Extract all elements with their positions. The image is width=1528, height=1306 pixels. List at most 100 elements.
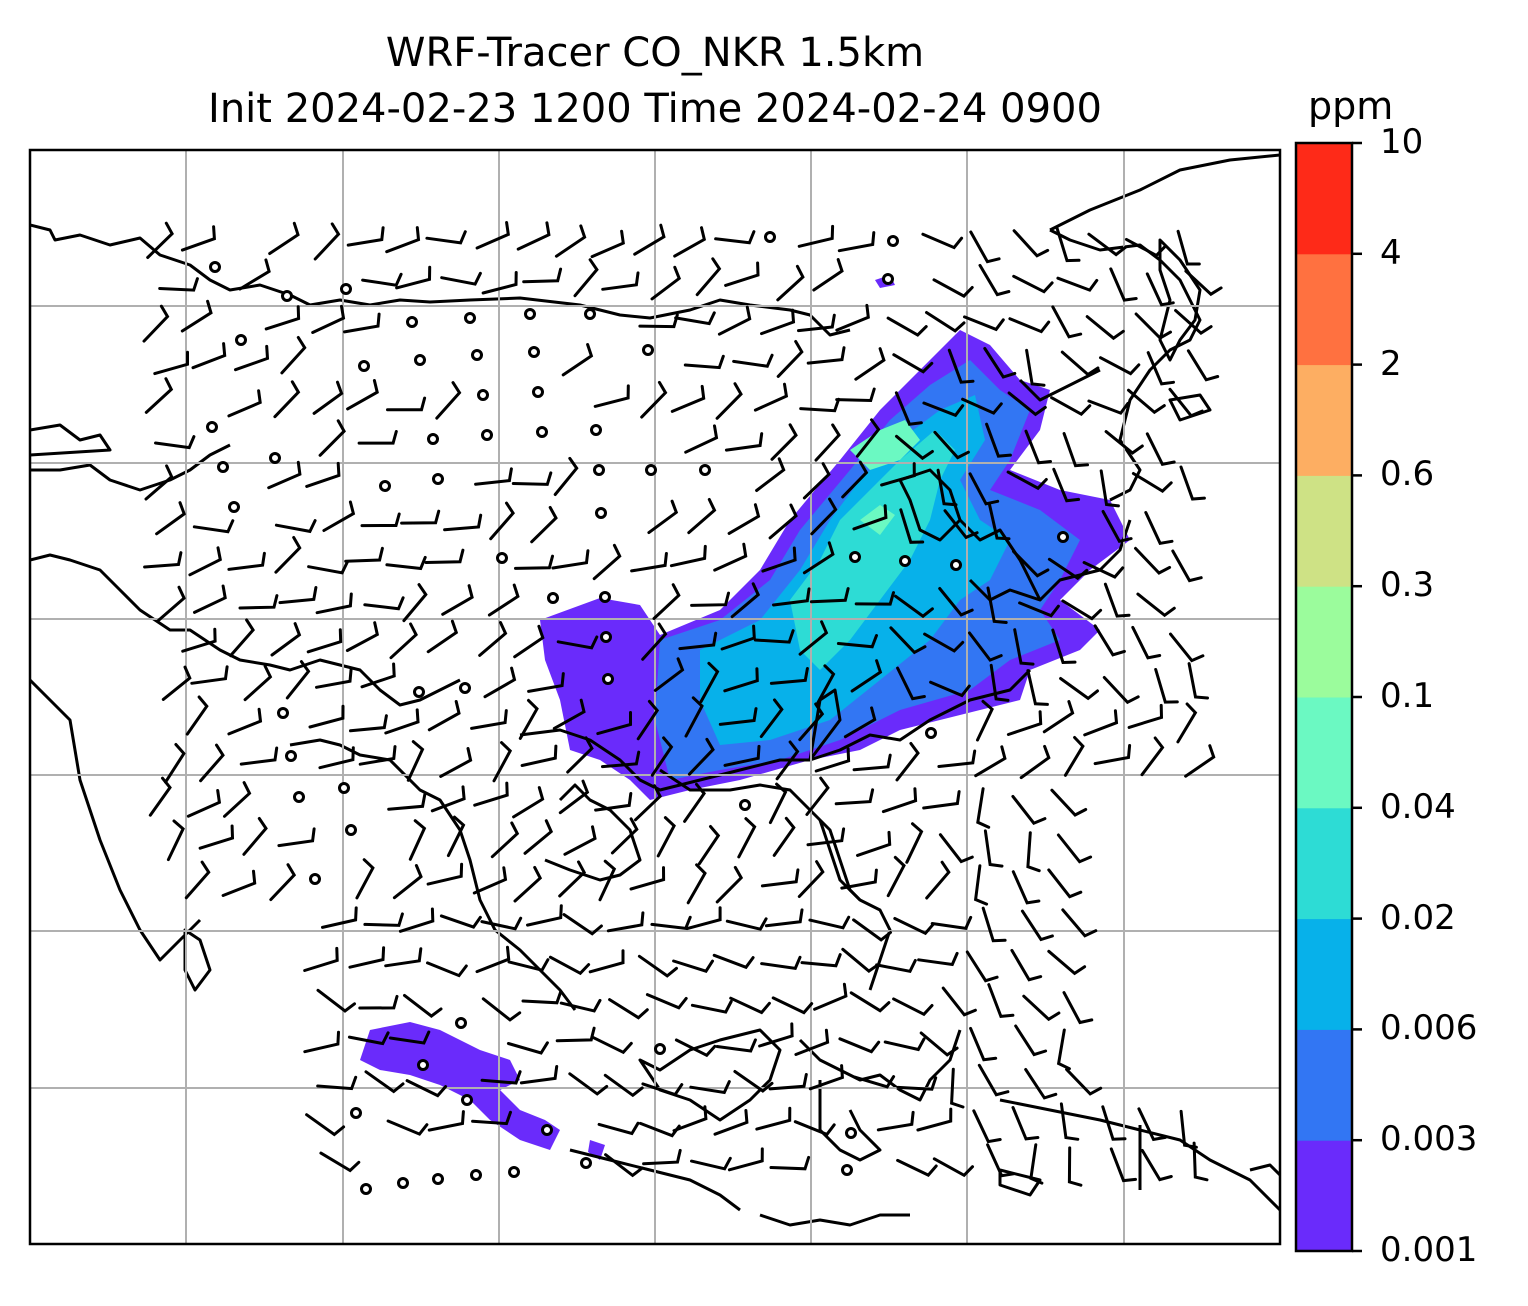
wind-barb — [1006, 710, 1043, 736]
wind-barb — [439, 747, 473, 778]
wind-barb — [686, 863, 707, 905]
wind-barb — [1179, 1109, 1198, 1149]
wind-barb — [1056, 833, 1093, 864]
wind-barb — [348, 946, 386, 969]
wind-barb — [1176, 702, 1198, 744]
calm-wind-circle — [281, 290, 293, 302]
wind-barb — [555, 1026, 596, 1043]
colorbar-segment — [1296, 586, 1352, 698]
wind-barb — [805, 776, 830, 816]
calm-wind-circle — [477, 389, 489, 401]
wind-barb — [650, 265, 682, 301]
wind-barb — [690, 591, 730, 607]
wind-barb — [1014, 1024, 1048, 1057]
wind-barb — [483, 666, 517, 699]
wind-barb — [446, 815, 466, 858]
wind-barb — [755, 1106, 792, 1131]
wind-barb — [363, 596, 405, 611]
wind-barb — [775, 740, 800, 781]
wind-barb — [355, 858, 375, 900]
wind-barb — [776, 340, 804, 378]
wind-barb — [1056, 276, 1099, 292]
calm-wind-circle — [470, 1169, 482, 1181]
wind-barb — [385, 555, 427, 571]
wind-barb — [596, 711, 632, 736]
wind-barb — [647, 499, 679, 535]
wind-barb — [1006, 470, 1048, 491]
wind-barb — [922, 401, 965, 418]
wind-barb — [603, 1073, 644, 1098]
wind-barb — [592, 543, 622, 581]
wind-barb — [965, 950, 999, 983]
wind-barb — [733, 1070, 774, 1093]
wind-barb — [732, 353, 774, 368]
calm-wind-circle — [593, 464, 605, 476]
wind-barb — [838, 1037, 881, 1054]
wind-barb — [238, 594, 279, 610]
wind-barb — [919, 1031, 959, 1057]
wind-barb — [588, 949, 625, 974]
wind-barb — [853, 1075, 896, 1089]
calm-wind-circle — [541, 1124, 553, 1136]
wind-barb — [652, 583, 681, 620]
wind-barb — [922, 790, 961, 810]
wind-barb — [963, 315, 1005, 332]
wind-barb — [895, 742, 920, 782]
wind-barb — [180, 225, 216, 252]
wind-barb — [1136, 592, 1176, 618]
wind-barb — [714, 230, 756, 245]
wind-barb — [797, 224, 835, 248]
wind-barb — [697, 825, 721, 866]
colorbar-segment — [1296, 143, 1352, 255]
wind-barb — [268, 221, 300, 255]
colorbar-segment — [1296, 807, 1352, 920]
wind-barb — [881, 787, 918, 814]
wind-barb — [798, 702, 825, 742]
wind-barb — [384, 947, 423, 968]
wind-barb — [227, 707, 263, 736]
wind-barb — [715, 1038, 757, 1053]
wind-barb — [349, 714, 388, 733]
wind-barb — [1087, 232, 1128, 257]
calm-wind-circle — [432, 473, 444, 485]
wind-barb — [653, 657, 685, 692]
calm-wind-circle — [427, 433, 439, 445]
colorbar-tick-label: 10 — [1380, 122, 1424, 162]
wind-barb — [521, 990, 563, 1005]
wind-barb — [673, 226, 707, 258]
wind-barb — [1063, 736, 1085, 777]
plot-title-line1: WRF-Tracer CO_NKR 1.5km — [385, 30, 925, 76]
gridlines — [30, 150, 1280, 1244]
wind-barb — [727, 503, 761, 535]
wind-barb — [1055, 226, 1081, 263]
wind-barb — [849, 991, 891, 1013]
calm-wind-circle — [269, 452, 281, 464]
wind-barb — [347, 1031, 390, 1046]
wind-barb — [185, 695, 209, 736]
wind-barb — [894, 594, 934, 619]
wind-barb — [1134, 546, 1172, 575]
colorbar-segment — [1296, 918, 1352, 1030]
wind-barb — [793, 1120, 836, 1137]
wind-barb — [690, 1000, 733, 1014]
calm-wind-circle — [602, 673, 614, 685]
wind-barb — [650, 736, 674, 777]
wind-barb — [669, 544, 707, 568]
wind-barb — [769, 667, 809, 685]
wind-barb — [345, 621, 380, 652]
wind-barb — [1029, 1143, 1044, 1185]
wind-barb — [672, 1105, 708, 1133]
wind-barb — [758, 1022, 794, 1048]
wind-barb — [1140, 736, 1165, 777]
wind-barb — [157, 585, 186, 622]
wind-barb — [841, 460, 869, 499]
wind-barb — [238, 258, 271, 291]
wind-barb — [553, 456, 579, 496]
calm-wind-circle — [406, 316, 418, 328]
calm-wind-circle — [471, 349, 483, 361]
wind-barb — [930, 915, 973, 931]
calm-wind-circle — [461, 1094, 473, 1106]
wind-barb — [518, 698, 539, 740]
wind-barb — [360, 662, 396, 689]
